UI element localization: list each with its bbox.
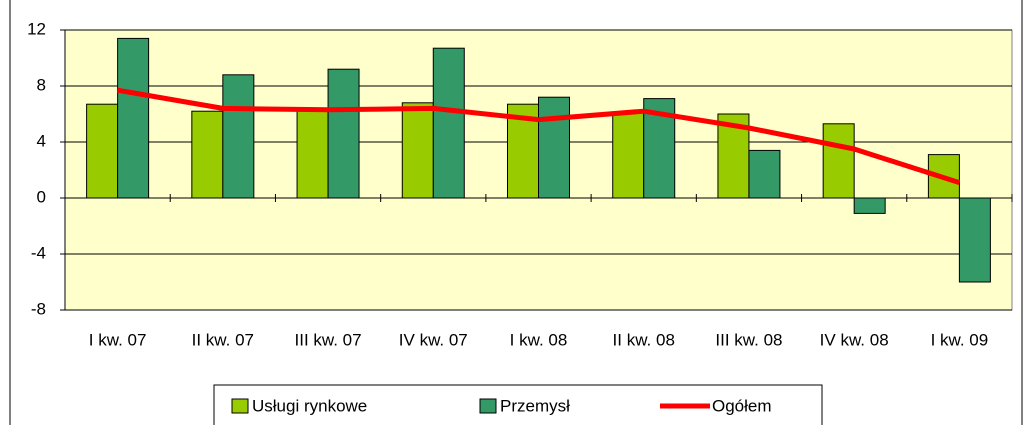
bar <box>748 149 781 199</box>
x-tick-label: I kw. 08 <box>510 330 568 349</box>
bar <box>538 96 570 199</box>
legend-label: Przemysł <box>500 396 570 415</box>
x-tick-label: IV kw. 07 <box>399 330 468 349</box>
legend-swatch <box>479 398 497 414</box>
x-tick-label: III kw. 08 <box>715 330 782 349</box>
bar <box>191 110 224 199</box>
line <box>117 87 961 185</box>
bar <box>117 37 150 199</box>
x-tick-label: II kw. 08 <box>613 330 675 349</box>
y-tick-label: 0 <box>37 187 46 206</box>
bar <box>958 197 991 283</box>
x-tick-label: III kw. 07 <box>295 330 362 349</box>
x-tick-label: II kw. 07 <box>192 330 254 349</box>
bar <box>222 74 255 199</box>
x-tick-label: I kw. 07 <box>89 330 147 349</box>
y-tick-label: -8 <box>31 299 46 318</box>
bar <box>432 47 465 199</box>
bar <box>822 123 855 199</box>
bar <box>296 109 329 199</box>
y-tick-label: 4 <box>37 131 46 150</box>
y-tick-label: 8 <box>37 75 46 94</box>
bar <box>327 68 360 199</box>
bar <box>401 102 434 199</box>
x-tick-label: I kw. 09 <box>931 330 989 349</box>
y-tick-label: -4 <box>31 243 46 262</box>
bar <box>853 197 886 214</box>
legend-label: Usługi rynkowe <box>252 396 367 415</box>
y-tick-label: 12 <box>27 19 46 38</box>
bar <box>86 103 119 199</box>
bar <box>612 112 645 199</box>
x-tick-label: IV kw. 08 <box>820 330 889 349</box>
legend-swatch <box>231 398 249 414</box>
legend-label: Ogółem <box>712 396 772 415</box>
legend <box>213 384 823 425</box>
